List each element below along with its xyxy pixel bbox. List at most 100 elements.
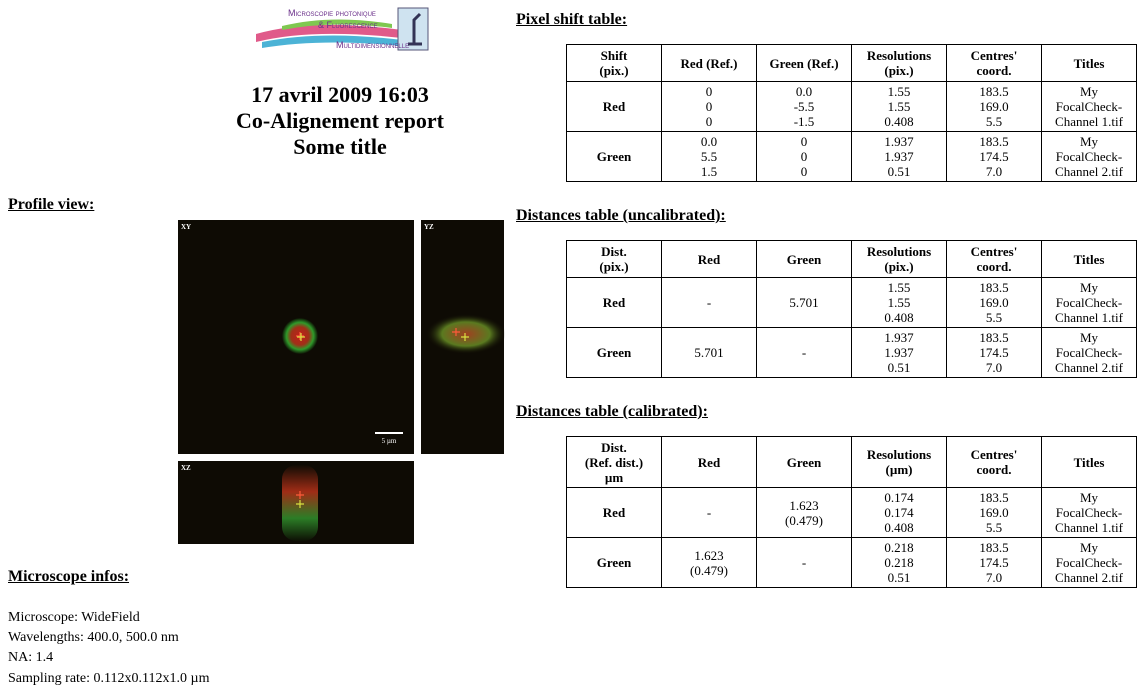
cell-line: Centres'	[970, 48, 1018, 63]
table-cell: 183.5 174.5 7.0	[946, 327, 1042, 378]
cell-line: 183.5	[979, 540, 1009, 555]
cell-line: Centres'	[970, 447, 1018, 462]
cell-line: Green	[596, 555, 632, 570]
table-row: Green 5.701-1.937 1.937 0.51 183.5 174.5 7.0 My…	[566, 327, 1137, 378]
table-row: Green 0.0 5.5 1.5 0 0 0 1.937 1.937 0.51 183.5 174.…	[566, 131, 1137, 182]
cell-line: 1.937	[884, 345, 914, 360]
table-title: Pixel shift table:	[516, 11, 628, 28]
cell-line: FocalCheck-	[1055, 99, 1123, 114]
cell-line: 183.5	[979, 134, 1009, 149]
cell-line: 0.408	[884, 310, 914, 325]
cell-line: Channel 2.tif	[1055, 164, 1123, 179]
cell-line: 5.701	[789, 295, 819, 310]
table-cell: 183.5 169.0 5.5	[946, 277, 1042, 328]
info-line: Microscope: WideField	[8, 610, 140, 625]
panel-label: XZ	[181, 464, 191, 472]
header-cell: Green	[756, 436, 852, 488]
cell-line: Resolutions	[866, 447, 932, 462]
table-cell: 1.623 (0.479)	[756, 487, 852, 538]
info-line: Sampling rate: 0.112x0.112x1.0 µm	[8, 671, 210, 686]
cell-line: 1.55	[887, 84, 911, 99]
logo-microscope	[408, 12, 422, 46]
cell-line: 1.5	[700, 164, 718, 179]
cell-line: (pix.)	[884, 63, 914, 78]
cell-line: FocalCheck-	[1055, 295, 1123, 310]
cell-line: coord.	[976, 259, 1012, 274]
cell-line: Green (Ref.)	[769, 55, 839, 71]
logo-swoosh	[256, 24, 402, 42]
cell-line: Resolutions	[866, 48, 932, 63]
table-cell: 0.0 5.5 1.5	[661, 131, 757, 182]
data-table: Dist. (pix.) Red Green Resolutions (pix.) Cent…	[566, 240, 1137, 378]
header-row: Dist. (Ref. dist.) µm Red Green Resolutions (µ…	[566, 436, 1137, 488]
header-row: Shift (pix.) Red (Ref.) Green (Ref.) Resolut…	[566, 44, 1137, 82]
cell-line: Green	[786, 454, 822, 470]
table-cell: 183.5 169.0 5.5	[946, 487, 1042, 538]
panel-label: XY	[181, 223, 191, 231]
row-header: Green	[566, 537, 662, 588]
cell-line: Dist.	[601, 244, 627, 259]
cell-line: 5.5	[700, 149, 718, 164]
table-cell: 1.55 1.55 0.408	[851, 277, 947, 328]
table-row: Red -1.623 (0.479) 0.174 0.174 0.408 183.5 169.…	[566, 487, 1137, 538]
header-cell: Green (Ref.)	[756, 44, 852, 82]
cell-line: 183.5	[979, 84, 1009, 99]
cell-line: µm	[604, 469, 624, 485]
table-cell: My FocalCheck- Channel 1.tif	[1041, 277, 1137, 328]
table-cell: 0.174 0.174 0.408	[851, 487, 947, 538]
cell-line: 174.5	[979, 555, 1009, 570]
cell-line: 0.51	[887, 570, 911, 585]
table-cell: My FocalCheck- Channel 1.tif	[1041, 81, 1137, 132]
cell-line: 0.51	[887, 164, 911, 179]
table-cell: 1.937 1.937 0.51	[851, 327, 947, 378]
cell-line: Red	[602, 99, 626, 114]
cell-line: Channel 1.tif	[1055, 520, 1123, 535]
cell-line: Channel 1.tif	[1055, 310, 1123, 325]
cell-line: 183.5	[979, 330, 1009, 345]
crosshair	[452, 328, 460, 336]
cell-line: Channel 2.tif	[1055, 570, 1123, 585]
cell-line: 1.937	[884, 134, 914, 149]
cell-line: 1.937	[884, 149, 914, 164]
logo	[256, 7, 429, 51]
info-line: Wavelengths: 400.0, 500.0 nm	[8, 630, 179, 645]
table-cell: 183.5 174.5 7.0	[946, 131, 1042, 182]
cell-line: 1.623	[789, 497, 819, 513]
table-cell: My FocalCheck- Channel 2.tif	[1041, 131, 1137, 182]
table-cell: 183.5 169.0 5.5	[946, 81, 1042, 132]
cell-line: 0	[705, 84, 713, 99]
cell-line: (pix.)	[599, 259, 629, 274]
logo-text: Multidimensionnelle	[336, 40, 410, 50]
table-cell: My FocalCheck- Channel 1.tif	[1041, 487, 1137, 538]
cell-line: Red	[697, 251, 721, 267]
header-cell: Centres' coord.	[946, 44, 1042, 82]
cell-line: Channel 2.tif	[1055, 360, 1123, 375]
table-cell: 0.218 0.218 0.51	[851, 537, 947, 588]
cell-line: 0.0	[700, 134, 718, 149]
cell-line: Resolutions	[866, 244, 932, 259]
cell-line: My	[1079, 540, 1099, 555]
crosshair	[296, 332, 304, 340]
table-cell: 5.701	[756, 277, 852, 328]
data-table: Shift (pix.) Red (Ref.) Green (Ref.) Resolut…	[566, 44, 1137, 182]
cell-line: Channel 1.tif	[1055, 114, 1123, 129]
cell-line: 5.701	[694, 345, 724, 360]
cell-line: Red	[697, 454, 721, 470]
cell-line: Green	[596, 345, 632, 360]
cell-line: 5.5	[985, 520, 1003, 535]
table-row: Red 0 0 0 0.0 -5.5 -1.5 1.55 1.55 0.408 183.5 169.0…	[566, 81, 1137, 132]
cell-line: 0.174	[884, 490, 914, 505]
profile-images: XY YZ XZ 5 µm	[178, 220, 505, 544]
cell-line: 0	[800, 134, 808, 149]
header-cell: Green	[756, 240, 852, 278]
cell-line: 1.55	[887, 99, 911, 114]
table-cell: 183.5 174.5 7.0	[946, 537, 1042, 588]
header-cell: Titles	[1041, 436, 1137, 488]
cell-line: 0.218	[884, 540, 914, 555]
report-title: Co-Alignement report	[236, 108, 444, 133]
cell-line: 0.51	[887, 360, 911, 375]
cell-line: Shift	[600, 48, 628, 63]
cell-line: coord.	[976, 63, 1012, 78]
cell-line: 7.0	[985, 164, 1003, 179]
